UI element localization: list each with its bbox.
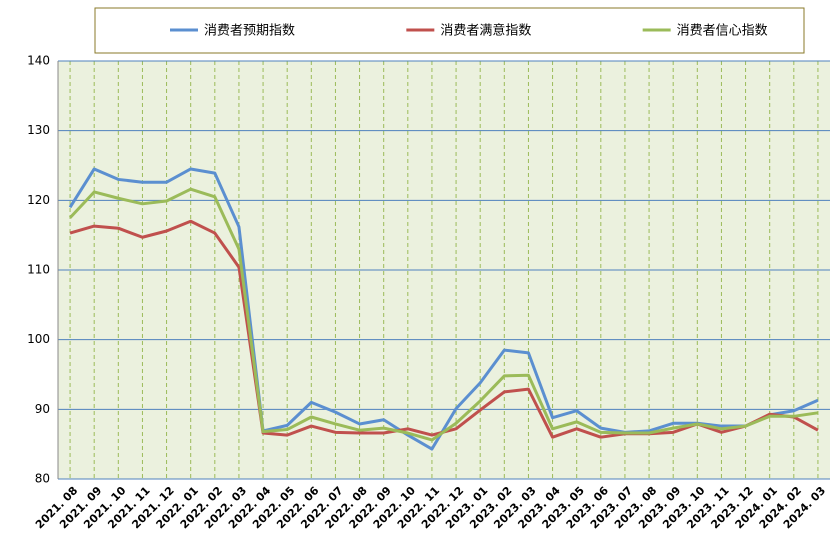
y-tick-label: 120 <box>27 193 50 207</box>
y-tick-label: 110 <box>27 263 50 277</box>
y-tick-label: 140 <box>27 54 50 68</box>
y-tick-label: 100 <box>27 332 50 346</box>
y-tick-label: 130 <box>27 123 50 137</box>
y-tick-label: 90 <box>35 402 50 416</box>
legend-box <box>94 7 805 54</box>
legend-label: 消费者信心指数 <box>677 24 768 39</box>
y-tick-label: 80 <box>35 472 50 486</box>
legend-label: 消费者预期指数 <box>204 24 295 39</box>
legend-label: 消费者满意指数 <box>440 23 531 39</box>
series-line <box>68 187 819 442</box>
